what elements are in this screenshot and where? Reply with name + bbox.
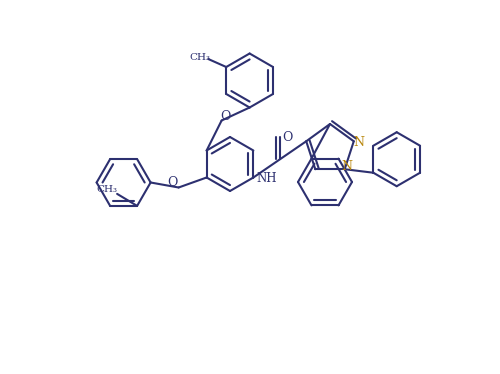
Text: CH₃: CH₃ (190, 52, 210, 61)
Text: O: O (168, 176, 178, 189)
Text: NH: NH (256, 172, 277, 185)
Text: CH₃: CH₃ (96, 186, 117, 194)
Text: O: O (220, 110, 231, 123)
Text: O: O (282, 131, 293, 144)
Text: N: N (341, 160, 352, 173)
Text: N: N (354, 136, 364, 149)
